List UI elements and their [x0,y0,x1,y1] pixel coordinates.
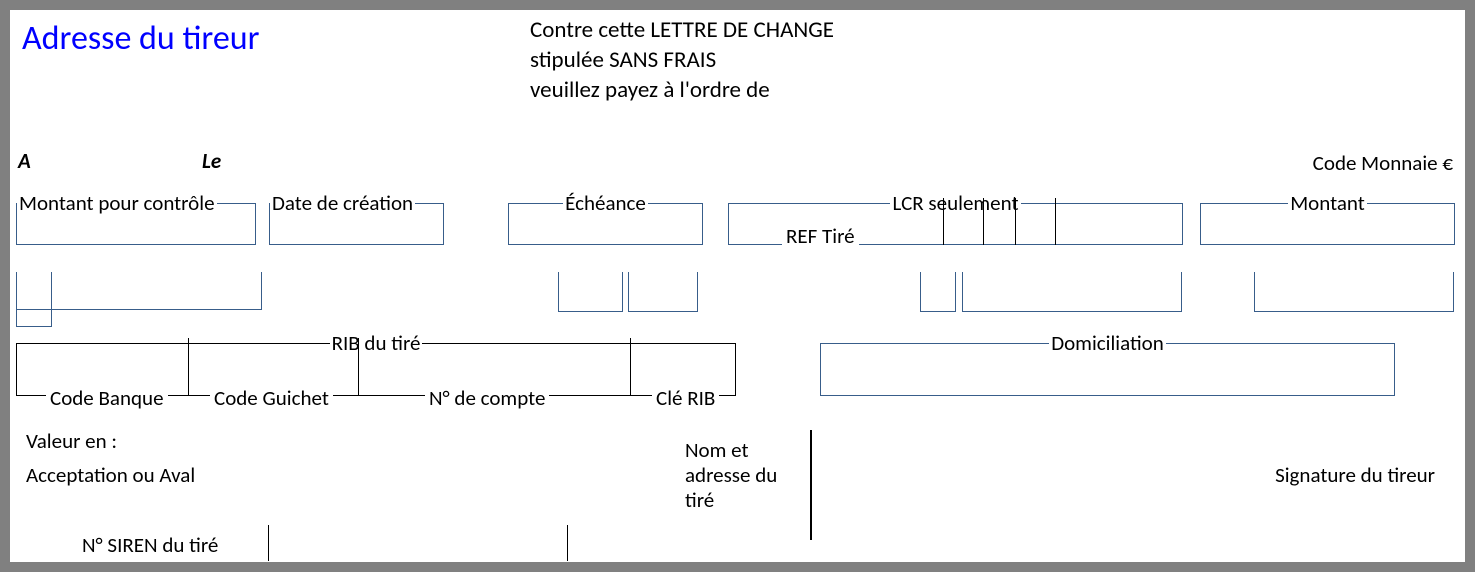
clause-block: Contre cette LETTRE DE CHANGE stipulée S… [530,16,834,106]
box-row2-d [1254,272,1454,312]
label-valeur-en: Valeur en : [26,428,117,454]
label-drawer-signature: Signature du tireur [1275,462,1435,488]
label-currency-code: Code Monnaie € [1313,150,1453,176]
title-drawer-address: Adresse du tireur [22,18,259,59]
label-le: Le [202,148,221,174]
label-acceptation: Acceptation ou Aval [26,462,195,488]
field-creation-date: Date de création [269,190,444,245]
box-row2-c2 [962,272,1182,312]
rib-sep-1 [188,338,189,396]
box-siren [268,525,568,561]
legend-creation-date: Date de création [270,190,415,216]
legend-due-date: Échéance [563,190,648,216]
legend-rib-du-tire: RIB du tiré [330,330,423,356]
rib-sep-3 [630,338,631,396]
legend-code-banque: Code Banque [46,385,168,411]
lcr-sep-4 [1055,198,1056,245]
clause-line-2: stipulée SANS FRAIS [530,46,834,76]
field-control-amount: Montant pour contrôle [16,190,256,245]
lcr-sep-2 [983,198,984,245]
clause-line-3: veuillez payez à l'ordre de [530,76,834,106]
legend-amount: Montant [1288,190,1367,216]
field-domiciliation: Domiciliation [820,330,1395,396]
field-amount: Montant [1200,190,1455,245]
lcr-sep-1 [943,198,944,245]
box-row2-b1 [558,272,623,312]
label-a: A [18,148,31,174]
bill-of-exchange-form: Adresse du tireur Contre cette LETTRE DE… [10,10,1465,562]
box-row2-a [16,272,262,310]
legend-domiciliation: Domiciliation [1049,330,1166,356]
clause-line-1: Contre cette LETTRE DE CHANGE [530,16,834,46]
rib-sep-2 [358,338,359,396]
label-ref-tire: REF Tiré [782,223,859,249]
lcr-sep-3 [1015,198,1016,245]
separator-drawee [810,430,812,540]
legend-cle-rib: Clé RIB [652,385,719,411]
label-name-address-drawee: Nom et adresse du tiré [685,438,777,514]
label-siren: N° SIREN du tiré [82,532,218,558]
field-due-date: Échéance [508,190,703,245]
legend-lcr-only: LCR seulement [890,190,1020,216]
box-row2-c1 [920,272,956,312]
legend-code-guichet: Code Guichet [210,385,333,411]
box-row2-b2 [628,272,698,312]
legend-control-amount: Montant pour contrôle [17,190,217,216]
legend-num-compte: N° de compte [425,385,549,411]
